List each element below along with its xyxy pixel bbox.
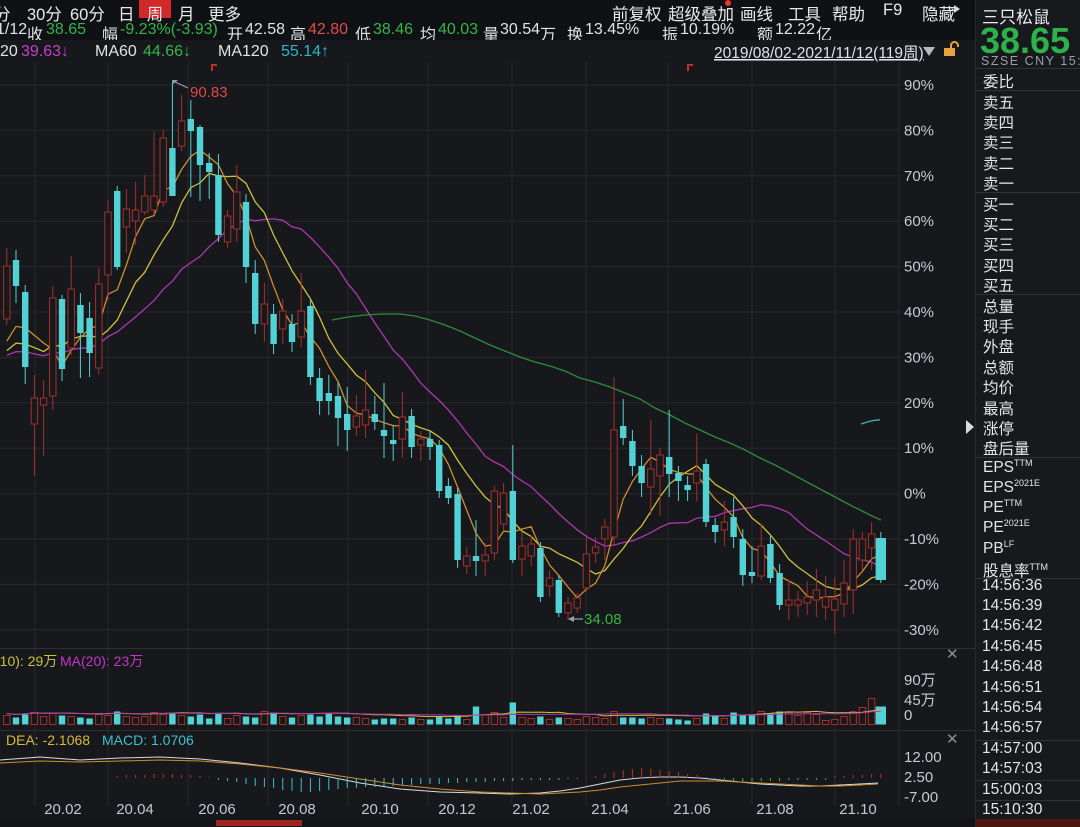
svg-text:DEA: -2.1068: DEA: -2.1068 [6, 732, 90, 748]
svg-text:20.12: 20.12 [438, 801, 476, 818]
svg-text:✕: ✕ [946, 646, 959, 663]
svg-text:90万: 90万 [904, 672, 936, 689]
svg-text:0: 0 [904, 707, 912, 724]
svg-text:-30%: -30% [904, 622, 939, 639]
svg-text:50%: 50% [904, 259, 934, 276]
svg-text:44.66↓: 44.66↓ [143, 43, 191, 60]
svg-text:80%: 80% [904, 122, 934, 139]
svg-text:21.06: 21.06 [673, 801, 711, 818]
svg-text:90%: 90% [904, 77, 934, 94]
svg-text:MA20: MA20 [0, 43, 18, 60]
svg-text:40%: 40% [904, 304, 934, 321]
svg-text:90.83: 90.83 [190, 84, 228, 101]
svg-text:✕: ✕ [946, 731, 959, 748]
svg-text:60%: 60% [904, 213, 934, 230]
svg-text:0%: 0% [904, 486, 926, 503]
svg-text:12.00: 12.00 [904, 749, 942, 766]
svg-text:MACD: 1.0706: MACD: 1.0706 [102, 732, 194, 748]
svg-text:-20%: -20% [904, 576, 939, 593]
svg-text:39.63↓: 39.63↓ [21, 43, 69, 60]
svg-text:45万: 45万 [904, 692, 936, 709]
svg-text:20.06: 20.06 [198, 801, 236, 818]
svg-text:20.02: 20.02 [44, 801, 82, 818]
svg-text:10%: 10% [904, 440, 934, 457]
svg-text:20.08: 20.08 [278, 801, 316, 818]
svg-text:成交量(10): 29万: 成交量(10): 29万 [0, 653, 57, 669]
svg-text:21.10: 21.10 [839, 801, 877, 818]
svg-text:34.08: 34.08 [584, 611, 622, 628]
svg-text:-10%: -10% [904, 531, 939, 548]
svg-text:20%: 20% [904, 395, 934, 412]
svg-text:MA60: MA60 [95, 43, 137, 60]
svg-text:-7.00: -7.00 [904, 789, 938, 806]
svg-text:2.50: 2.50 [904, 769, 933, 786]
svg-text:70%: 70% [904, 168, 934, 185]
svg-text:2019/08/02-2021/11/12(119周): 2019/08/02-2021/11/12(119周) [714, 45, 924, 62]
svg-text:MA(20): 23万: MA(20): 23万 [60, 653, 143, 669]
svg-text:MA120: MA120 [218, 43, 269, 60]
svg-text:21.02: 21.02 [512, 801, 550, 818]
svg-text:21.04: 21.04 [591, 801, 629, 818]
svg-text:21.08: 21.08 [756, 801, 794, 818]
svg-text:55.14↑: 55.14↑ [281, 43, 329, 60]
svg-text:20.10: 20.10 [361, 801, 399, 818]
svg-text:20.04: 20.04 [116, 801, 154, 818]
svg-text:30%: 30% [904, 349, 934, 366]
